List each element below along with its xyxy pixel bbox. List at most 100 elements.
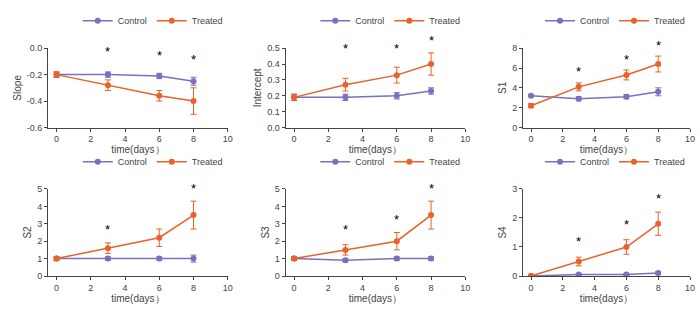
svg-text:*: * (429, 33, 434, 48)
svg-text:6: 6 (394, 134, 399, 144)
svg-text:0: 0 (54, 283, 59, 293)
svg-text:*: * (394, 212, 399, 227)
svg-text:S1: S1 (497, 81, 508, 94)
svg-text:4: 4 (123, 283, 128, 293)
svg-text:*: * (105, 222, 110, 237)
svg-text:*: * (624, 217, 629, 232)
svg-text:2: 2 (37, 236, 42, 246)
svg-text:Control: Control (355, 157, 384, 167)
svg-text:*: * (576, 234, 581, 249)
svg-text:0.3: 0.3 (267, 75, 280, 85)
svg-text:Treated: Treated (429, 16, 460, 26)
svg-text:0: 0 (275, 271, 280, 281)
svg-text:time(days）: time(days） (580, 293, 633, 304)
svg-text:*: * (656, 38, 661, 53)
svg-text:1: 1 (512, 242, 517, 252)
svg-text:8: 8 (429, 134, 434, 144)
svg-text:*: * (576, 64, 581, 79)
svg-text:10: 10 (460, 134, 470, 144)
svg-text:*: * (656, 191, 661, 206)
svg-text:-0.6: -0.6 (27, 123, 43, 133)
svg-text:0.1: 0.1 (267, 107, 280, 117)
svg-text:8: 8 (512, 43, 517, 53)
svg-text:4: 4 (512, 83, 517, 93)
svg-text:Treated: Treated (654, 16, 685, 26)
svg-text:*: * (105, 44, 110, 59)
svg-text:10: 10 (223, 283, 233, 293)
svg-text:2: 2 (326, 283, 331, 293)
svg-text:0.5: 0.5 (267, 43, 280, 53)
svg-text:1: 1 (37, 254, 42, 264)
svg-text:2: 2 (275, 236, 280, 246)
svg-text:2: 2 (560, 134, 565, 144)
svg-text:Treated: Treated (192, 16, 223, 26)
svg-text:*: * (191, 181, 196, 196)
svg-text:0.0: 0.0 (30, 43, 43, 53)
svg-text:-0.2: -0.2 (27, 70, 43, 80)
svg-text:4: 4 (360, 134, 365, 144)
svg-text:2: 2 (88, 134, 93, 144)
svg-text:4: 4 (37, 202, 42, 212)
svg-text:10: 10 (223, 134, 233, 144)
svg-text:0: 0 (512, 123, 517, 133)
svg-text:S2: S2 (22, 226, 33, 239)
svg-text:0: 0 (292, 283, 297, 293)
svg-text:Treated: Treated (192, 157, 223, 167)
svg-text:0: 0 (292, 134, 297, 144)
svg-text:0: 0 (512, 271, 517, 281)
svg-text:3: 3 (512, 184, 517, 194)
svg-text:*: * (191, 52, 196, 67)
svg-text:-0.4: -0.4 (27, 96, 43, 106)
svg-text:time(days）: time(days） (349, 144, 402, 155)
svg-text:2: 2 (512, 213, 517, 223)
svg-text:time(days）: time(days） (111, 144, 164, 155)
svg-text:1: 1 (275, 254, 280, 264)
svg-text:0: 0 (529, 134, 534, 144)
svg-text:4: 4 (123, 134, 128, 144)
svg-text:Treated: Treated (654, 157, 685, 167)
svg-text:*: * (343, 41, 348, 56)
svg-text:2: 2 (512, 103, 517, 113)
svg-text:2: 2 (326, 134, 331, 144)
svg-text:time(days）: time(days） (349, 293, 402, 304)
svg-text:0: 0 (37, 271, 42, 281)
svg-text:Treated: Treated (429, 157, 460, 167)
svg-text:6: 6 (512, 63, 517, 73)
svg-text:*: * (343, 222, 348, 237)
svg-text:4: 4 (592, 134, 597, 144)
svg-text:10: 10 (685, 134, 695, 144)
svg-text:S4: S4 (497, 226, 508, 239)
svg-text:4: 4 (592, 283, 597, 293)
svg-text:8: 8 (191, 283, 196, 293)
svg-text:6: 6 (394, 283, 399, 293)
svg-text:3: 3 (37, 219, 42, 229)
svg-text:5: 5 (275, 184, 280, 194)
svg-text:time(days）: time(days） (580, 144, 633, 155)
svg-text:0.0: 0.0 (267, 123, 280, 133)
svg-text:2: 2 (560, 283, 565, 293)
svg-text:Control: Control (118, 157, 147, 167)
svg-text:3: 3 (275, 219, 280, 229)
svg-text:10: 10 (685, 283, 695, 293)
svg-text:0.4: 0.4 (267, 59, 280, 69)
svg-text:8: 8 (656, 134, 661, 144)
svg-text:*: * (429, 181, 434, 196)
svg-text:6: 6 (624, 134, 629, 144)
svg-text:6: 6 (624, 283, 629, 293)
svg-text:4: 4 (360, 283, 365, 293)
svg-text:Control: Control (118, 16, 147, 26)
svg-text:*: * (624, 52, 629, 67)
svg-text:4: 4 (275, 202, 280, 212)
svg-text:time(days）: time(days） (111, 293, 164, 304)
svg-text:6: 6 (157, 134, 162, 144)
svg-text:10: 10 (460, 283, 470, 293)
svg-text:8: 8 (191, 134, 196, 144)
svg-text:*: * (394, 41, 399, 56)
svg-text:0.2: 0.2 (267, 91, 280, 101)
svg-text:Control: Control (580, 157, 609, 167)
svg-text:Intercept: Intercept (252, 68, 263, 107)
svg-text:Control: Control (355, 16, 384, 26)
svg-text:8: 8 (656, 283, 661, 293)
svg-text:Slope: Slope (12, 75, 23, 101)
svg-text:Control: Control (580, 16, 609, 26)
